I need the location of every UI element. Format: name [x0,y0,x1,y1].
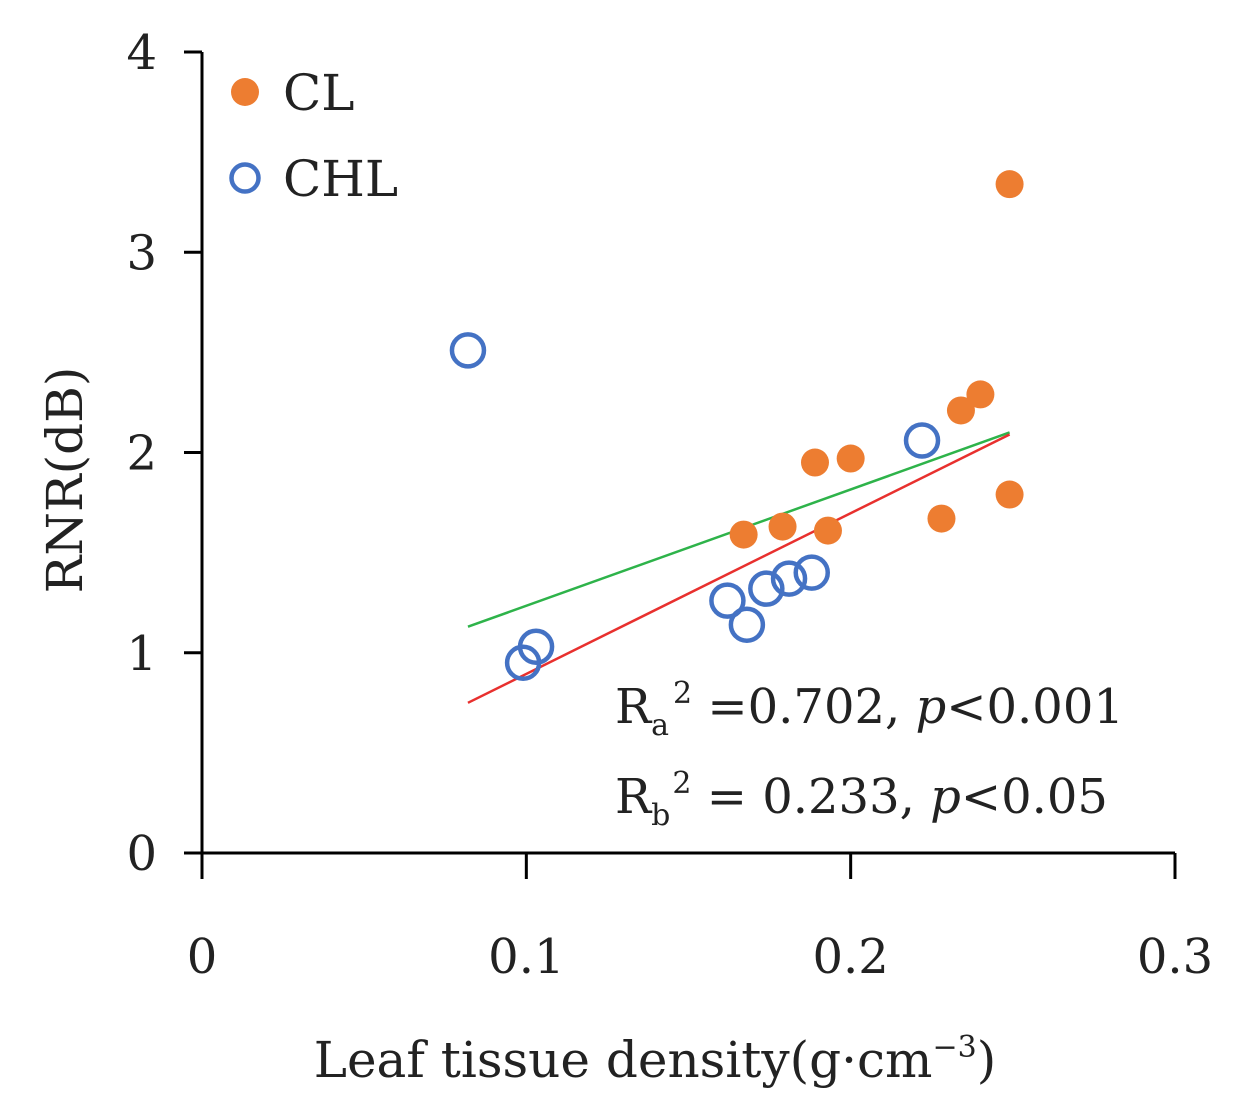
ra2-subscript: a [651,708,669,743]
x-tick-label: 0.1 [488,929,564,985]
x-axis-title: Leaf tissue density(g·cm−3) [314,1030,996,1089]
x-tick-label: 0 [187,929,218,985]
chl-point [709,582,746,619]
y-axis-title: RNR(dB) [36,367,94,594]
chl-point [793,554,830,591]
cl-point [836,444,865,473]
x-axis-title-exponent: −3 [932,1030,976,1065]
ra2-suffix: <0.001 [946,679,1124,735]
legend-label-cl: CL [283,64,354,122]
cl-point [768,512,797,541]
fit-lines [467,431,1011,704]
rb2-italic-p: p [930,769,961,825]
legend: CL CHL [229,64,398,208]
chl-point [770,560,808,597]
cl-point [995,480,1024,509]
chl-point [728,606,766,643]
rb2-middle: = 0.233, [691,769,930,825]
axis-tick-labels: 0 1 2 3 4 0 0.1 0.2 0.3 [126,25,1213,985]
ra2-middle: =0.702, [692,679,915,735]
cl-point [927,504,956,533]
rb2-annotation: Rb2 = 0.233, p<0.05 [615,766,1108,833]
y-tick-label: 0 [126,826,157,882]
chl-point [449,332,487,369]
ra2-annotation: Ra2 =0.702, p<0.001 [615,676,1124,743]
cl-point [800,448,829,477]
y-tick-label: 4 [126,25,157,81]
chl-point [748,570,785,607]
y-tick-label: 2 [126,426,157,482]
rb2-superscript: 2 [672,766,691,801]
rb2-suffix: <0.05 [961,769,1108,825]
y-tick-label: 1 [126,626,157,682]
ra2-prefix: R [615,679,653,735]
ra2-italic-p: p [916,679,947,735]
y-tick-label: 3 [126,225,157,281]
rb2-subscript: b [651,798,670,833]
x-axis-title-close: ) [977,1031,997,1089]
x-axis-title-base: Leaf tissue density(g·cm [314,1031,933,1089]
cl-point [946,396,975,425]
legend-label-chl: CHL [283,150,398,208]
cl-point [966,380,995,409]
axis-ticks [184,50,1177,879]
chl-point [517,628,555,665]
legend-marker-cl [231,78,259,106]
red-fit-line [467,433,1011,704]
x-tick-label: 0.3 [1137,929,1213,985]
chl-point [903,422,941,459]
cl-point [813,516,842,545]
legend-marker-chl [229,162,261,194]
cl-point [995,170,1024,199]
data-points [449,170,1024,682]
rb2-prefix: R [615,769,653,825]
x-tick-label: 0.2 [812,929,888,985]
cl-point [729,520,758,549]
ra2-superscript: 2 [673,676,692,711]
